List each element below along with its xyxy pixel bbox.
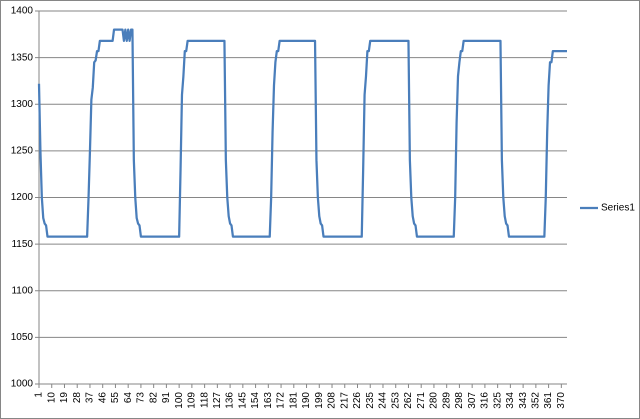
y-tick-label: 1250 xyxy=(11,146,34,157)
y-tick-label: 1050 xyxy=(11,332,34,343)
x-tick-label: 370 xyxy=(556,392,567,409)
x-tick-label: 109 xyxy=(187,392,198,409)
y-tick-label: 1150 xyxy=(11,239,33,250)
x-tick-label: 19 xyxy=(59,392,70,404)
x-tick-label: 325 xyxy=(492,392,503,409)
x-tick-label: 100 xyxy=(174,392,185,409)
x-tick-label: 73 xyxy=(136,392,147,404)
x-tick-label: 199 xyxy=(314,392,325,409)
x-tick-label: 10 xyxy=(46,392,57,404)
x-tick-label: 145 xyxy=(237,392,248,409)
x-tick-label: 190 xyxy=(301,392,312,409)
x-tick-label: 226 xyxy=(352,392,363,409)
x-tick-label: 289 xyxy=(441,392,452,409)
x-tick-label: 208 xyxy=(327,392,338,409)
x-tick-label: 280 xyxy=(429,392,440,409)
y-tick-label: 1100 xyxy=(11,285,33,296)
x-tick-label: 217 xyxy=(339,392,350,409)
x-tick-label: 136 xyxy=(225,392,236,409)
y-tick-label: 1350 xyxy=(11,52,34,63)
data-line xyxy=(37,28,567,238)
x-tick-label: 316 xyxy=(480,392,491,409)
x-tick-label: 118 xyxy=(199,392,210,408)
x-tick-label: 262 xyxy=(403,392,414,409)
legend-label: Series1 xyxy=(601,203,635,214)
x-tick-label: 28 xyxy=(72,392,83,404)
x-tick-label: 91 xyxy=(161,392,172,404)
x-tick-label: 298 xyxy=(454,392,465,409)
x-tick-label: 163 xyxy=(263,392,274,409)
x-tick-label: 253 xyxy=(390,392,401,409)
x-tick-label: 181 xyxy=(288,392,299,409)
x-tick-label: 235 xyxy=(365,392,376,409)
x-tick-label: 172 xyxy=(276,392,287,409)
x-tick-label: 64 xyxy=(123,392,134,404)
x-tick-label: 46 xyxy=(97,392,108,404)
x-tick-label: 334 xyxy=(505,392,516,409)
x-tick-label: 307 xyxy=(467,392,478,409)
x-tick-label: 127 xyxy=(212,392,223,409)
x-tick-label: 361 xyxy=(543,392,554,409)
y-tick-label: 1400 xyxy=(11,6,34,17)
x-tick-label: 1 xyxy=(34,392,45,398)
x-tick-label: 271 xyxy=(416,392,427,409)
y-tick-label: 1000 xyxy=(11,379,34,390)
x-tick-label: 37 xyxy=(85,392,96,404)
x-tick-label: 154 xyxy=(250,392,261,409)
y-tick-label: 1200 xyxy=(11,192,34,203)
y-tick-label: 1300 xyxy=(11,99,34,110)
x-tick-label: 55 xyxy=(110,392,121,404)
x-tick-label: 352 xyxy=(530,392,541,409)
x-tick-label: 82 xyxy=(148,392,159,404)
x-tick-label: 244 xyxy=(378,392,389,409)
x-tick-label: 343 xyxy=(518,392,529,409)
